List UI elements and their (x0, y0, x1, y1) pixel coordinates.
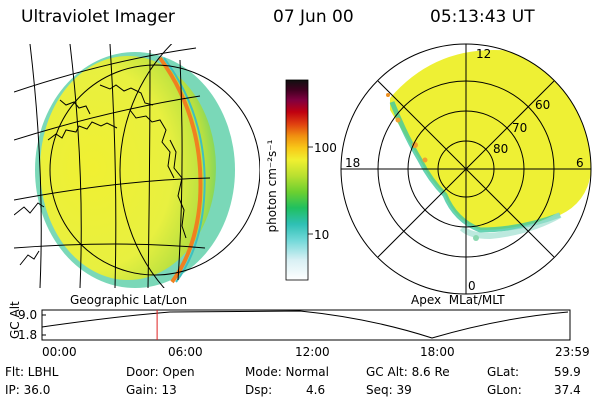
timeline-ymax: 9.0 (18, 308, 38, 322)
status-gc-alt: GC Alt: 8.6 Re (366, 365, 450, 379)
colorbar-unit-label: photon cm⁻²s⁻¹ (265, 139, 279, 233)
timeline-tick-1800: 18:00 (420, 345, 455, 359)
status-seq: Seq: 39 (366, 383, 412, 397)
time-label: 05:13:43 UT (430, 7, 535, 27)
timeline-tick-1200: 12:00 (295, 345, 330, 359)
date-label: 07 Jun 00 (273, 7, 354, 27)
mlt-label-12: 12 (476, 47, 492, 61)
timeline-frame (41, 309, 571, 341)
mlt-label-18: 18 (345, 156, 361, 170)
emission-disk (40, 56, 216, 280)
altitude-curve (41, 310, 569, 339)
status-ip: IP: 36.0 (5, 383, 51, 397)
timeline-plot (41, 309, 571, 341)
colorbar-tick-100: 100 (314, 141, 337, 155)
status-door: Door: Open (126, 365, 195, 379)
mlt-label-0: 0 (468, 279, 476, 293)
status-glat-label: GLat: (487, 365, 520, 379)
polar-map-label: Apex MLat/MLT (411, 293, 505, 307)
colorbar-ticks (308, 146, 313, 235)
timeline-ymin: 1.8 (18, 328, 38, 342)
status-dsp-value: 4.6 (306, 383, 326, 397)
coastlines (14, 84, 187, 266)
mlat-label-80: 80 (493, 142, 509, 156)
status-dsp-label: Dsp: (245, 383, 273, 397)
timeline-tick-2359: 23:59 (555, 345, 590, 359)
auroral-region (390, 49, 591, 230)
geographic-map (14, 44, 260, 288)
status-mode: Mode: Normal (245, 365, 329, 379)
mlat-label-60: 60 (535, 98, 551, 112)
latlon-grid (14, 44, 260, 288)
status-glon-label: GLon: (487, 383, 522, 397)
timeline-tick-0600: 06:00 (168, 345, 203, 359)
bright-limb (158, 56, 203, 284)
timeline-tick-0000: 00:00 (42, 345, 77, 359)
mlat-label-70: 70 (512, 121, 528, 135)
status-gain: Gain: 13 (126, 383, 177, 397)
colorbar-tick-10: 10 (314, 228, 330, 242)
colorbar (285, 79, 309, 281)
status-glat-value: 59.9 (554, 365, 581, 379)
status-glon-value: 37.4 (554, 383, 581, 397)
instrument-title: Ultraviolet Imager (21, 7, 175, 27)
polar-map (340, 43, 592, 295)
limb-edge (163, 57, 206, 283)
geographic-map-label: Geographic Lat/Lon (70, 293, 188, 307)
status-filter: Flt: LBHL (5, 365, 59, 379)
mlt-label-6: 6 (576, 156, 584, 170)
